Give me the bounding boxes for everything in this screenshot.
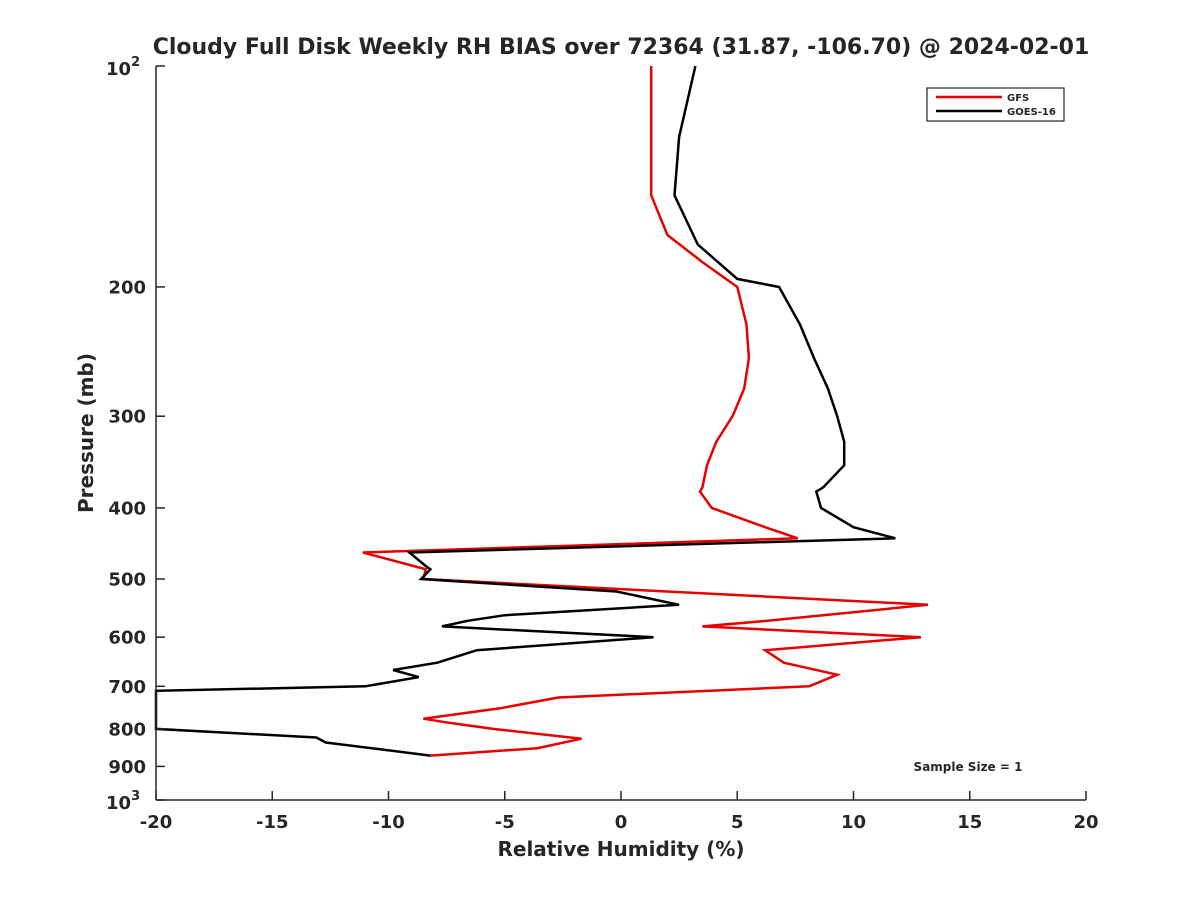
- y-axis-label: Pressure (mb): [74, 353, 98, 513]
- y-ticks: 200 300 400 500 600 700 800 900 102 103: [106, 55, 165, 814]
- series-line-gfs: [362, 66, 929, 757]
- plot-area: -20 -15 -10 -5 0 5 10 15 20 200 300 400 500 600 700 80…: [106, 55, 1099, 833]
- x-tick-label: 20: [1073, 812, 1098, 833]
- legend-label-goes-16: GOES-16: [1007, 107, 1056, 118]
- series-line-goes-16: [154, 65, 896, 757]
- x-ticks: -20 -15 -10 -5 0 5 10 15 20: [140, 791, 1099, 833]
- y-tick-label: 500: [108, 570, 146, 591]
- legend-box: [926, 87, 1065, 122]
- axes: -20 -15 -10 -5 0 5 10 15 20 200 300 400 500 600 700 80…: [106, 55, 1099, 833]
- chart-title: Cloudy Full Disk Weekly RH BIAS over 723…: [153, 35, 1090, 60]
- x-tick-label: -15: [256, 812, 289, 833]
- y-tick-label-exponent: 102: [106, 55, 140, 80]
- x-tick-label: 0: [615, 812, 628, 833]
- legend: GFS GOES-16: [926, 87, 1065, 122]
- y-tick-label: 200: [108, 277, 146, 298]
- x-tick-label: 10: [841, 812, 866, 833]
- y-tick-label-exponent: 103: [106, 789, 140, 814]
- y-tick-label: 800: [108, 719, 146, 740]
- y-tick-label: 400: [108, 498, 146, 519]
- series-lines: [154, 65, 929, 757]
- sample-size-annotation: Sample Size = 1: [914, 760, 1023, 774]
- x-tick-label: 15: [957, 812, 982, 833]
- y-tick-label: 600: [108, 628, 146, 649]
- y-tick-label: 900: [108, 757, 146, 778]
- x-tick-label: -10: [372, 812, 405, 833]
- x-tick-label: -20: [140, 812, 173, 833]
- legend-label-gfs: GFS: [1007, 93, 1029, 104]
- y-tick-label: 300: [108, 407, 146, 428]
- x-tick-label: -5: [495, 812, 515, 833]
- x-tick-label: 5: [731, 812, 744, 833]
- y-tick-label: 700: [108, 677, 146, 698]
- x-axis-label: Relative Humidity (%): [497, 837, 744, 861]
